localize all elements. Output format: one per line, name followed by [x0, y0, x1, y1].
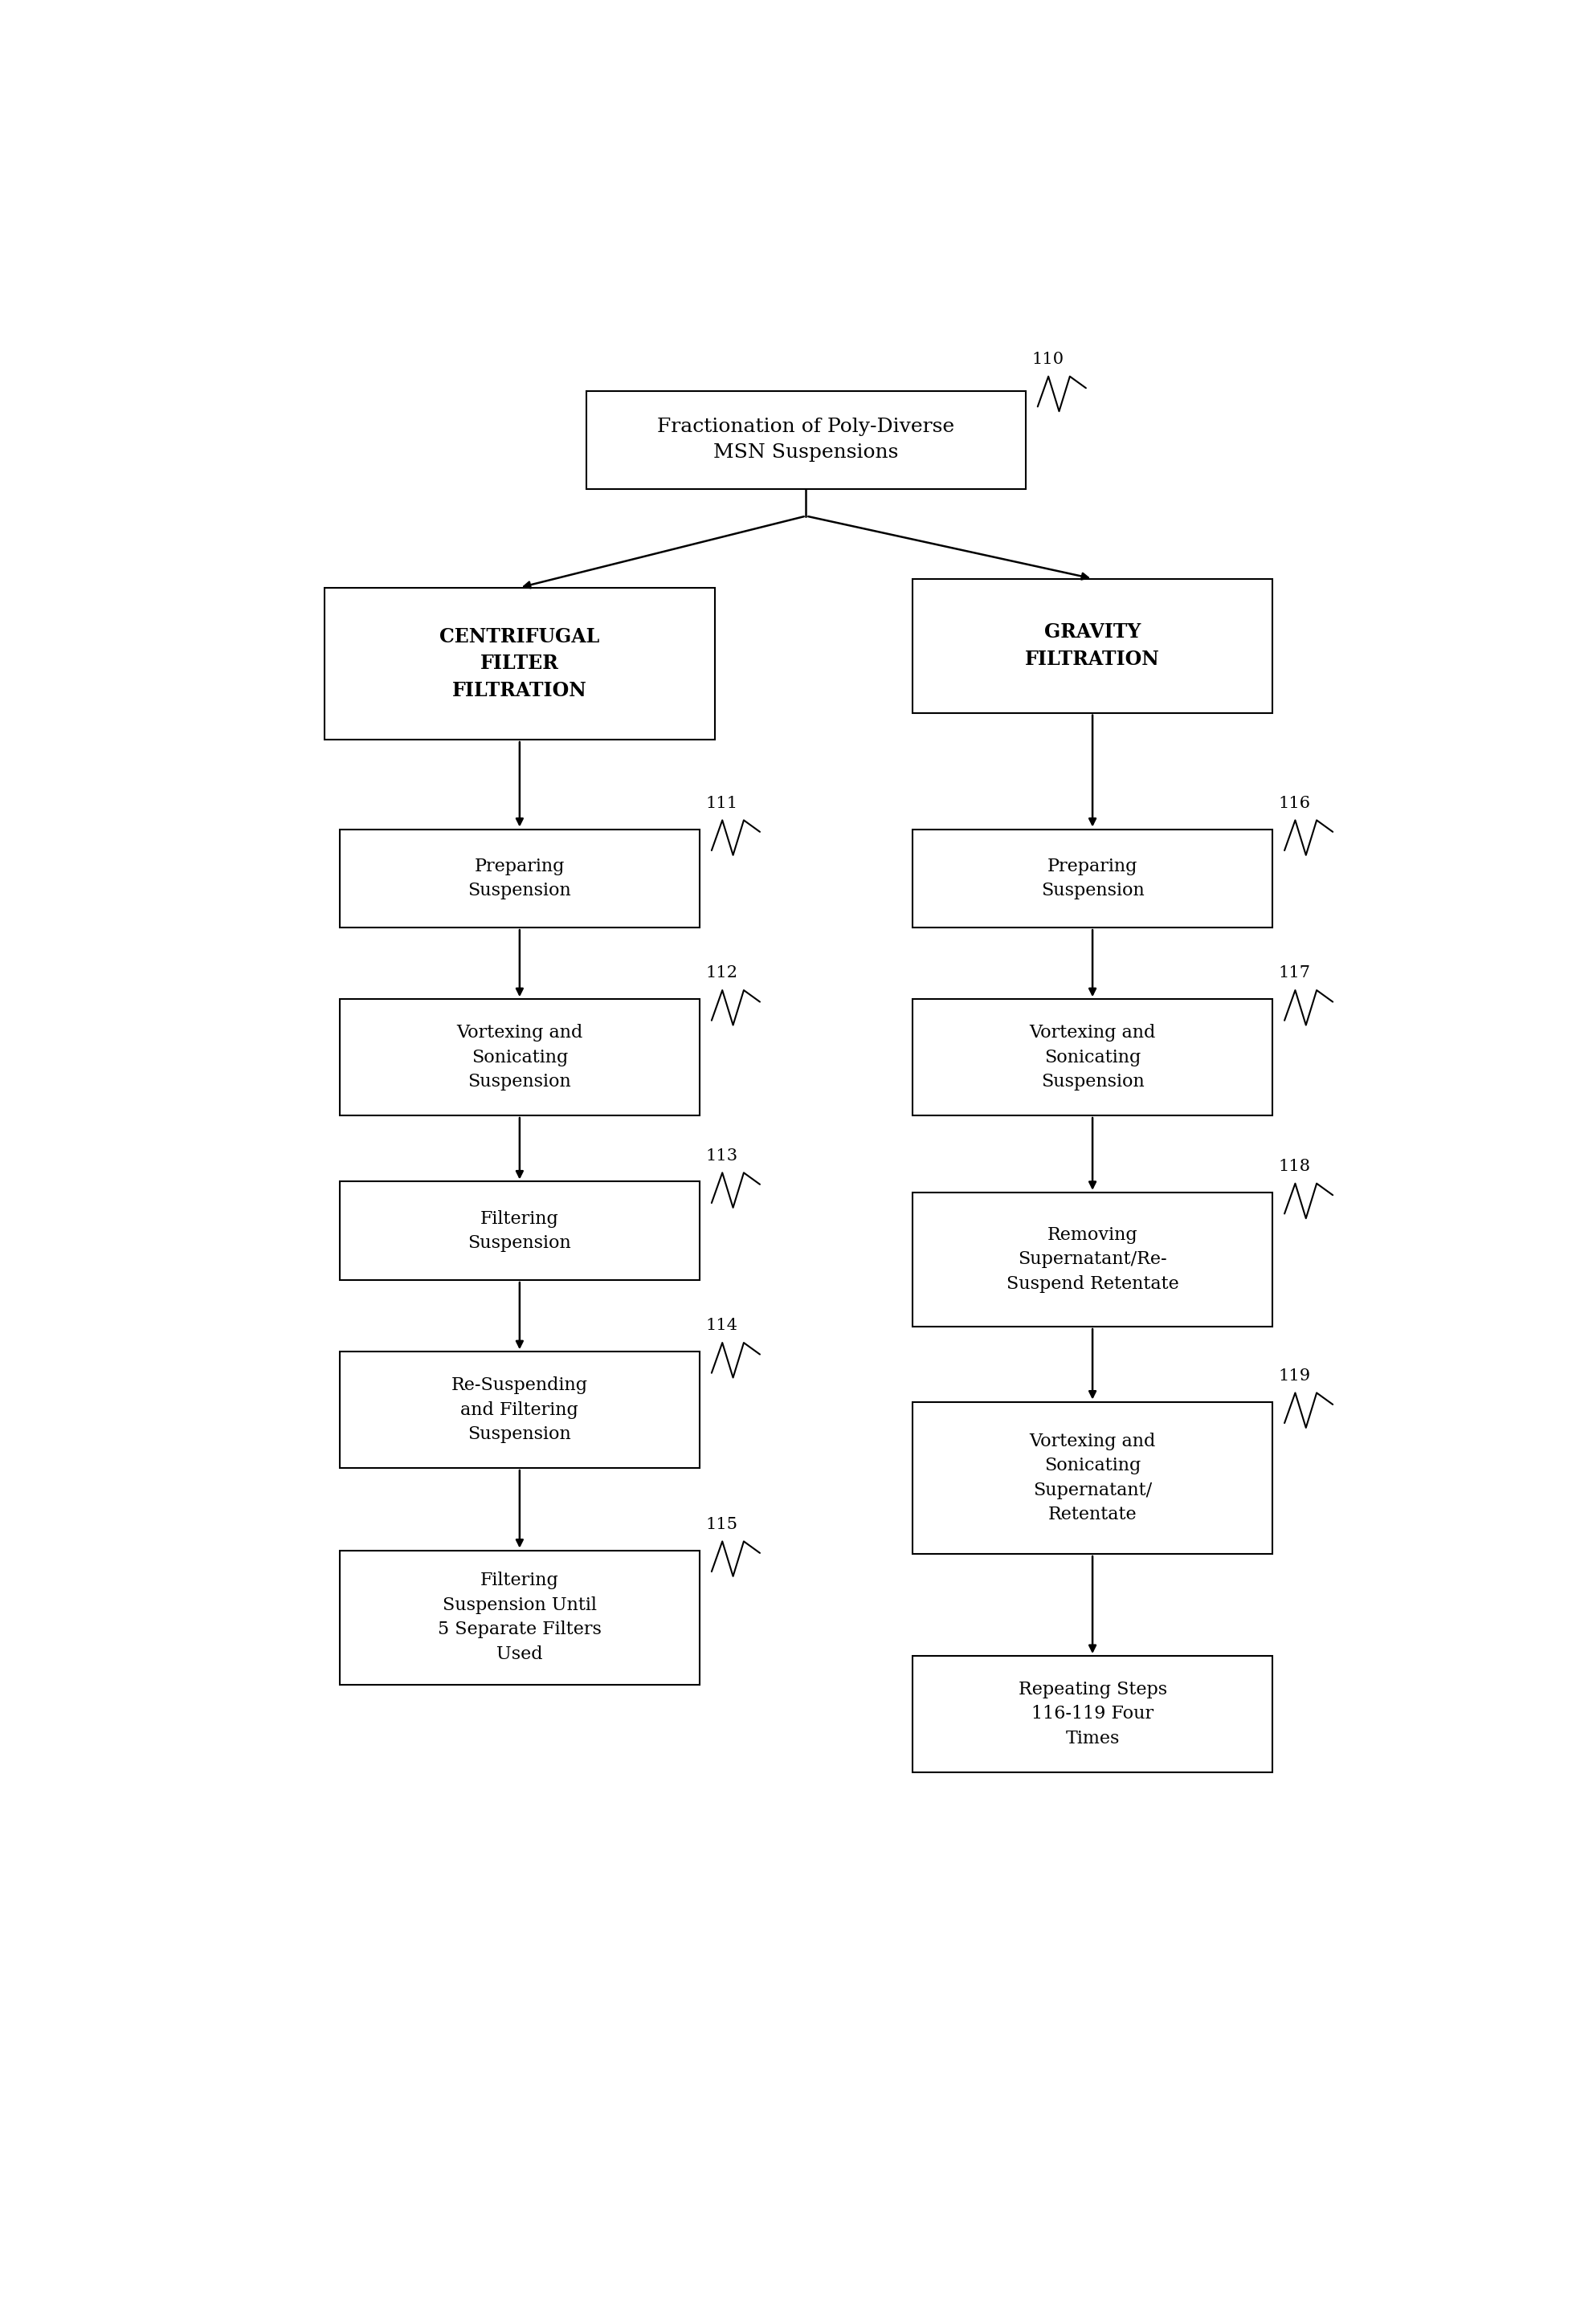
Bar [912, 1192, 1272, 1327]
Text: Fractionation of Poly-Diverse
MSN Suspensions: Fractionation of Poly-Diverse MSN Suspen… [657, 418, 954, 462]
Bar [340, 830, 700, 927]
Text: GRAVITY
FILTRATION: GRAVITY FILTRATION [1025, 623, 1159, 669]
Text: Re-Suspending
and Filtering
Suspension: Re-Suspending and Filtering Suspension [451, 1376, 588, 1443]
Bar [912, 830, 1272, 927]
Text: Preparing
Suspension: Preparing Suspension [1041, 858, 1144, 899]
Text: CENTRIFUGAL
FILTER
FILTRATION: CENTRIFUGAL FILTER FILTRATION [439, 627, 599, 700]
Text: 115: 115 [706, 1518, 737, 1532]
Text: Repeating Steps
116-119 Four
Times: Repeating Steps 116-119 Four Times [1017, 1680, 1166, 1748]
Text: 110: 110 [1031, 351, 1063, 367]
Bar [340, 1550, 700, 1685]
Bar [586, 390, 1025, 488]
Text: 114: 114 [706, 1318, 737, 1334]
Text: 117: 117 [1278, 967, 1309, 981]
Text: Removing
Supernatant/Re-
Suspend Retentate: Removing Supernatant/Re- Suspend Retenta… [1006, 1227, 1177, 1292]
Text: Preparing
Suspension: Preparing Suspension [467, 858, 571, 899]
Bar [912, 1657, 1272, 1773]
Text: 119: 119 [1278, 1369, 1309, 1383]
Bar [912, 579, 1272, 713]
Bar [912, 1401, 1272, 1555]
Text: 111: 111 [706, 795, 737, 811]
Text: 113: 113 [706, 1148, 737, 1164]
Text: Vortexing and
Sonicating
Suspension: Vortexing and Sonicating Suspension [1028, 1025, 1155, 1090]
Bar [340, 999, 700, 1116]
Text: 116: 116 [1278, 795, 1309, 811]
Bar [912, 999, 1272, 1116]
Text: 118: 118 [1278, 1160, 1309, 1174]
Bar [324, 588, 714, 739]
Text: 112: 112 [706, 967, 737, 981]
Text: Vortexing and
Sonicating
Suspension: Vortexing and Sonicating Suspension [456, 1025, 583, 1090]
Bar [340, 1181, 700, 1281]
Text: Filtering
Suspension: Filtering Suspension [467, 1211, 571, 1253]
Bar [340, 1353, 700, 1469]
Text: Vortexing and
Sonicating
Supernatant/
Retentate: Vortexing and Sonicating Supernatant/ Re… [1028, 1432, 1155, 1525]
Text: Filtering
Suspension Until
5 Separate Filters
Used: Filtering Suspension Until 5 Separate Fi… [437, 1571, 601, 1664]
